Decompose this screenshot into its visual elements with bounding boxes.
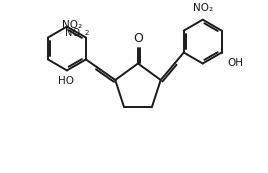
Text: OH: OH (228, 57, 244, 67)
Text: 2: 2 (85, 30, 89, 35)
Text: NO₂: NO₂ (62, 20, 82, 30)
Text: NO₂: NO₂ (193, 3, 213, 13)
Text: O: O (133, 31, 143, 45)
Text: NO: NO (65, 28, 80, 38)
Text: HO: HO (58, 76, 74, 86)
